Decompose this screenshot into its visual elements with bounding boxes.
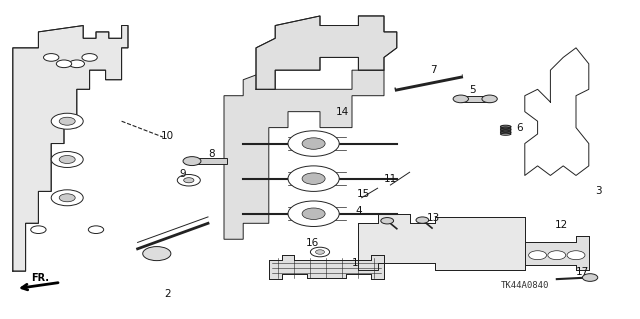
Bar bbox=[461, 96, 490, 102]
Circle shape bbox=[183, 157, 201, 166]
Circle shape bbox=[529, 251, 547, 260]
Circle shape bbox=[88, 226, 104, 234]
Polygon shape bbox=[269, 255, 384, 279]
Text: 17: 17 bbox=[576, 267, 589, 277]
Text: 14: 14 bbox=[336, 107, 349, 117]
Circle shape bbox=[310, 247, 330, 257]
Circle shape bbox=[482, 95, 497, 103]
Text: 16: 16 bbox=[306, 238, 319, 248]
Circle shape bbox=[177, 174, 200, 186]
Polygon shape bbox=[224, 70, 384, 239]
Text: 12: 12 bbox=[556, 220, 568, 230]
Text: TK44A0840: TK44A0840 bbox=[500, 281, 549, 290]
Text: 3: 3 bbox=[595, 186, 602, 197]
Circle shape bbox=[31, 226, 46, 234]
Circle shape bbox=[567, 251, 585, 260]
Circle shape bbox=[143, 247, 171, 261]
Circle shape bbox=[82, 54, 97, 61]
Circle shape bbox=[381, 218, 394, 224]
Text: 2: 2 bbox=[164, 289, 171, 299]
Text: 13: 13 bbox=[428, 212, 440, 223]
Text: 11: 11 bbox=[384, 174, 397, 184]
Circle shape bbox=[60, 117, 76, 125]
Circle shape bbox=[288, 131, 339, 156]
Polygon shape bbox=[256, 16, 397, 89]
Text: 7: 7 bbox=[431, 65, 437, 75]
Circle shape bbox=[288, 166, 339, 191]
Circle shape bbox=[51, 152, 83, 167]
Circle shape bbox=[582, 274, 598, 281]
Circle shape bbox=[416, 217, 429, 223]
Text: 1: 1 bbox=[352, 258, 358, 268]
Circle shape bbox=[548, 251, 566, 260]
Circle shape bbox=[56, 60, 72, 68]
Text: 9: 9 bbox=[179, 169, 186, 179]
Polygon shape bbox=[525, 236, 589, 270]
Circle shape bbox=[60, 155, 76, 164]
Polygon shape bbox=[358, 214, 525, 270]
Circle shape bbox=[302, 138, 325, 149]
Text: 6: 6 bbox=[516, 122, 523, 133]
Circle shape bbox=[51, 113, 83, 129]
Text: 15: 15 bbox=[357, 189, 370, 199]
Text: FR.: FR. bbox=[31, 273, 49, 283]
Circle shape bbox=[453, 95, 468, 103]
Text: 8: 8 bbox=[208, 149, 214, 159]
Bar bbox=[192, 158, 227, 164]
Circle shape bbox=[288, 201, 339, 226]
Circle shape bbox=[302, 173, 325, 184]
Text: 10: 10 bbox=[161, 130, 174, 141]
Text: 5: 5 bbox=[469, 85, 476, 95]
Circle shape bbox=[51, 190, 83, 206]
Circle shape bbox=[69, 60, 84, 68]
Circle shape bbox=[184, 178, 194, 183]
Text: 4: 4 bbox=[355, 206, 362, 216]
Circle shape bbox=[316, 250, 324, 254]
Circle shape bbox=[60, 194, 76, 202]
Circle shape bbox=[302, 208, 325, 219]
Polygon shape bbox=[13, 26, 128, 271]
Circle shape bbox=[44, 54, 59, 61]
